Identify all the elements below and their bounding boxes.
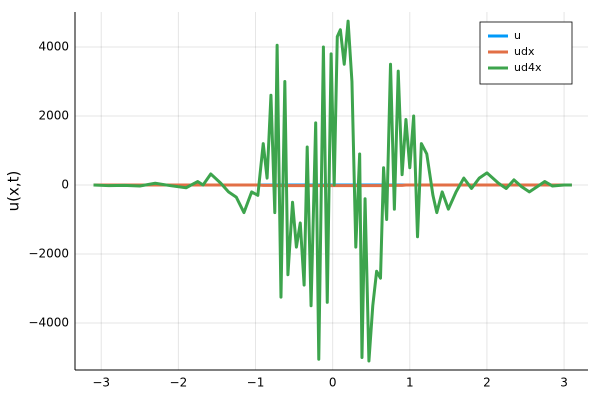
y-tick-label: 0 xyxy=(61,177,69,191)
x-tick-label: 0 xyxy=(329,376,337,390)
series-line xyxy=(93,183,572,188)
series-line xyxy=(93,19,572,363)
y-tick-label: −2000 xyxy=(28,247,69,261)
x-tick-label: −2 xyxy=(170,376,188,390)
y-tick-label: 4000 xyxy=(38,39,69,53)
legend-label: u xyxy=(514,29,521,42)
x-tick-label: −3 xyxy=(92,376,110,390)
y-axis-label: u(x,t) xyxy=(5,171,23,212)
x-tick-label: −1 xyxy=(247,376,265,390)
legend-label: udx xyxy=(514,45,535,58)
y-tick-label: 2000 xyxy=(38,108,69,122)
x-tick-label: 3 xyxy=(560,376,568,390)
y-tick-label: −4000 xyxy=(28,316,69,330)
x-tick-label: 1 xyxy=(406,376,414,390)
x-tick-label: 2 xyxy=(483,376,491,390)
legend-label: ud4x xyxy=(514,61,542,74)
